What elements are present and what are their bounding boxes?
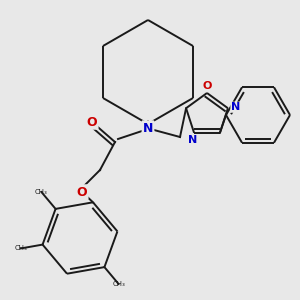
Text: CH₃: CH₃	[35, 189, 48, 195]
Text: O: O	[87, 116, 97, 128]
Text: CH₃: CH₃	[14, 245, 27, 251]
Text: N: N	[231, 102, 240, 112]
Text: N: N	[188, 135, 198, 145]
Text: N: N	[143, 122, 153, 134]
Text: O: O	[77, 185, 87, 199]
Text: CH₃: CH₃	[112, 281, 125, 287]
Text: O: O	[202, 81, 212, 91]
